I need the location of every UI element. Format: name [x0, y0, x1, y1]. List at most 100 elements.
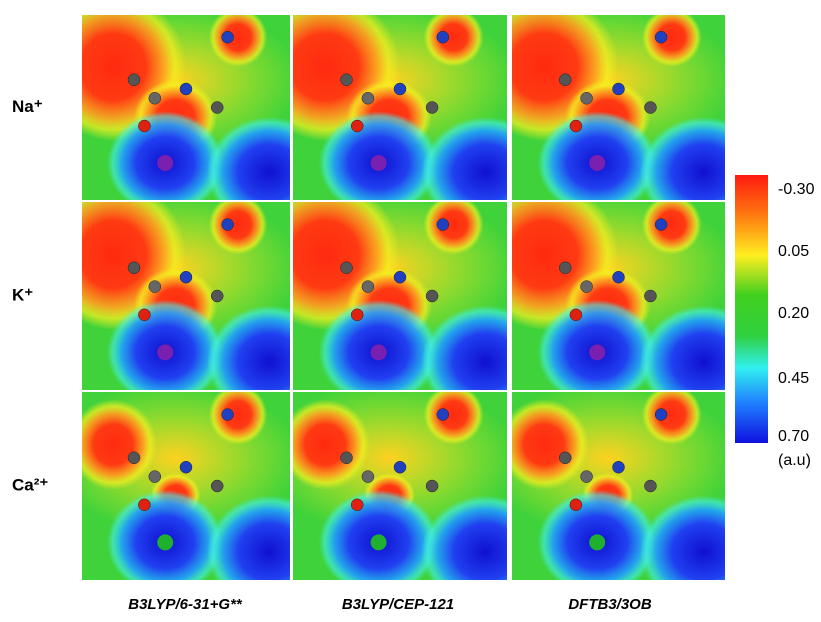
negative-region	[70, 400, 157, 490]
atom	[362, 92, 374, 104]
panel-grid	[40, 0, 767, 608]
positive-region	[640, 495, 768, 608]
ion	[157, 155, 173, 171]
esp-map	[469, 179, 767, 418]
ion	[157, 344, 173, 360]
colorbar-tick-label: -0.30	[778, 181, 815, 198]
row-label: K⁺	[12, 285, 33, 304]
atom	[644, 102, 656, 114]
ion	[589, 155, 605, 171]
atom	[426, 480, 438, 492]
atom	[437, 409, 449, 421]
atom	[570, 120, 582, 132]
atom	[559, 262, 571, 274]
esp-map	[480, 383, 768, 609]
map-body	[250, 179, 550, 418]
atom	[351, 499, 363, 511]
column-label: B3LYP/CEP-121	[342, 596, 454, 613]
esp-map	[40, 0, 331, 228]
atom	[128, 262, 140, 274]
atom	[211, 480, 223, 492]
atom	[426, 102, 438, 114]
atom	[341, 452, 353, 464]
atom	[138, 309, 150, 321]
atom	[570, 499, 582, 511]
negative-region	[424, 384, 484, 444]
map-body	[261, 383, 550, 609]
esp-map	[51, 383, 332, 609]
atom	[613, 461, 625, 473]
ion	[371, 155, 387, 171]
atom	[222, 219, 234, 231]
atom	[655, 409, 667, 421]
atom	[581, 92, 593, 104]
atom	[581, 471, 593, 483]
atom	[613, 271, 625, 283]
negative-region	[280, 400, 370, 490]
negative-region	[642, 194, 702, 254]
atom	[394, 271, 406, 283]
map-body	[469, 0, 767, 228]
row-label: Ca²⁺	[12, 475, 48, 494]
atom	[570, 309, 582, 321]
atom	[128, 452, 140, 464]
atom	[644, 480, 656, 492]
atom	[394, 83, 406, 95]
colorbar-tick-label: 0.05	[778, 243, 809, 260]
esp-map	[250, 0, 550, 228]
atom	[655, 31, 667, 43]
atom	[149, 92, 161, 104]
ion	[371, 344, 387, 360]
atom	[437, 219, 449, 231]
atom	[581, 281, 593, 293]
ion	[157, 534, 173, 550]
atom	[351, 309, 363, 321]
atom	[362, 471, 374, 483]
atom	[394, 461, 406, 473]
atom	[341, 262, 353, 274]
atom	[341, 74, 353, 86]
atom	[613, 83, 625, 95]
ion	[589, 534, 605, 550]
atom	[655, 219, 667, 231]
colorbar	[735, 175, 768, 443]
colorbar-tick-label: 0.45	[778, 370, 809, 387]
map-body	[480, 383, 768, 609]
negative-region	[642, 8, 702, 67]
atom	[180, 271, 192, 283]
atom	[222, 409, 234, 421]
atom	[437, 31, 449, 43]
atom	[222, 31, 234, 43]
atom	[644, 290, 656, 302]
map-body	[51, 383, 332, 609]
esp-map	[40, 179, 331, 418]
esp-map	[469, 0, 767, 228]
column-label: DFTB3/3OB	[568, 596, 652, 613]
negative-region	[642, 384, 702, 444]
atom	[362, 281, 374, 293]
negative-region	[499, 400, 588, 490]
colorbar-tick-label: 0.70	[778, 428, 809, 445]
figure: (a.u) Na⁺K⁺Ca²⁺B3LYP/6-31+G**B3LYP/CEP-1…	[0, 0, 821, 622]
map-body	[250, 0, 550, 228]
negative-region	[424, 8, 484, 67]
atom	[211, 102, 223, 114]
atom	[149, 281, 161, 293]
colorbar-unit: (a.u)	[778, 452, 811, 469]
esp-map	[250, 179, 550, 418]
atom	[138, 499, 150, 511]
column-label: B3LYP/6-31+G**	[128, 596, 243, 613]
negative-region	[209, 384, 267, 444]
esp-map	[261, 383, 550, 609]
colorbar-tick-label: 0.20	[778, 305, 809, 322]
atom	[180, 83, 192, 95]
atom	[211, 290, 223, 302]
atom	[559, 74, 571, 86]
atom	[138, 120, 150, 132]
atom	[149, 471, 161, 483]
map-body	[40, 179, 331, 418]
atom	[559, 452, 571, 464]
negative-region	[209, 8, 267, 67]
negative-region	[209, 194, 267, 254]
atom	[128, 74, 140, 86]
